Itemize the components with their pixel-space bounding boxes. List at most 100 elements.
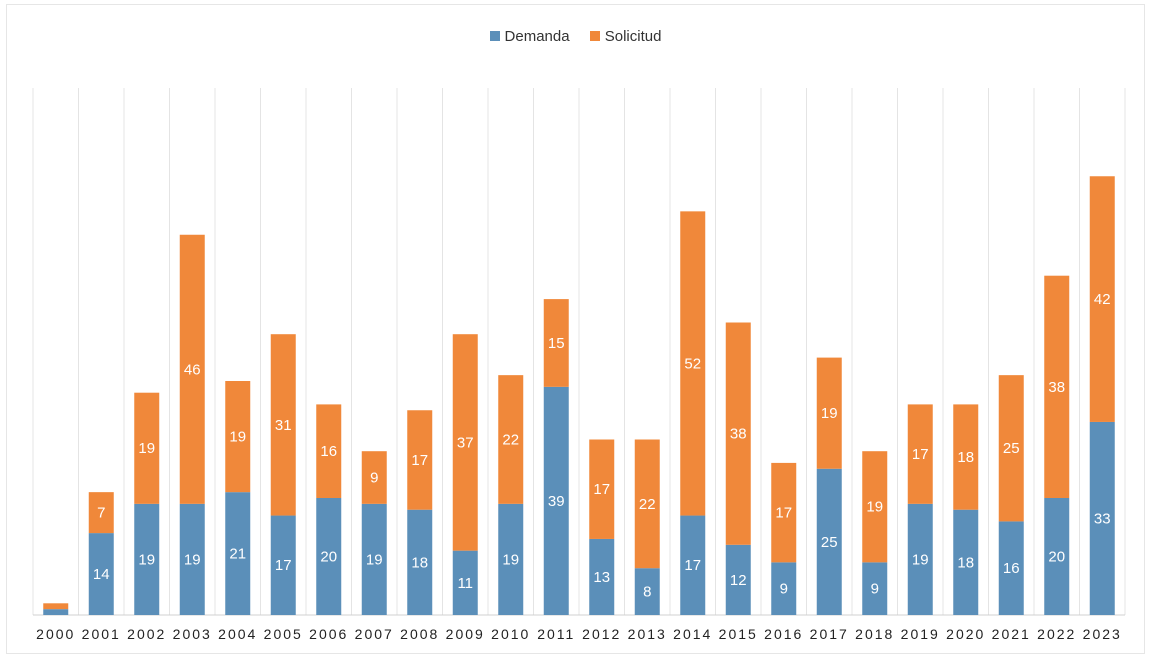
bar-demanda-2001 xyxy=(88,533,114,615)
data-label-solicitud-2005: 31 xyxy=(275,417,292,434)
x-tick-label-2012: 2012 xyxy=(582,626,621,642)
data-label-solicitud-2016: 17 xyxy=(775,505,792,522)
data-label-solicitud-2001: 7 xyxy=(97,505,105,522)
x-tick-label-2022: 2022 xyxy=(1037,626,1076,642)
bar-demanda-2016 xyxy=(771,562,797,615)
bar-demanda-2023 xyxy=(1089,421,1115,615)
legend: Demanda Solicitud xyxy=(0,28,1151,45)
bar-demanda-2000 xyxy=(43,609,69,615)
data-label-demanda-2019: 19 xyxy=(912,551,929,568)
data-label-solicitud-2022: 38 xyxy=(1048,379,1065,396)
bar-solicitud-2002 xyxy=(134,392,160,504)
data-label-demanda-2016: 9 xyxy=(780,581,788,598)
bar-demanda-2011 xyxy=(543,386,569,615)
bar-solicitud-2023 xyxy=(1089,176,1115,422)
bar-solicitud-2009 xyxy=(452,334,478,551)
bar-demanda-2005 xyxy=(270,515,296,615)
x-tick-label-2017: 2017 xyxy=(810,626,849,642)
x-tick-label-2011: 2011 xyxy=(537,626,575,642)
bar-solicitud-2006 xyxy=(316,404,342,498)
x-tick-label-2003: 2003 xyxy=(173,626,212,642)
bar-demanda-2014 xyxy=(680,515,706,615)
bar-solicitud-2018 xyxy=(862,451,888,563)
data-label-solicitud-2013: 22 xyxy=(639,496,656,513)
data-label-solicitud-2012: 17 xyxy=(593,481,610,498)
bar-demanda-2003 xyxy=(179,503,205,615)
x-tick-label-2000: 2000 xyxy=(36,626,75,642)
data-label-solicitud-2017: 19 xyxy=(821,405,838,422)
data-label-demanda-2011: 39 xyxy=(548,493,565,510)
x-tick-label-2008: 2008 xyxy=(400,626,439,642)
data-label-demanda-2018: 9 xyxy=(871,581,879,598)
bar-demanda-2004 xyxy=(225,492,251,615)
data-label-demanda-2004: 21 xyxy=(229,546,246,563)
data-label-solicitud-2004: 19 xyxy=(229,429,246,446)
data-label-solicitud-2003: 46 xyxy=(184,361,201,378)
x-tick-label-2007: 2007 xyxy=(355,626,394,642)
bar-demanda-2012 xyxy=(589,538,615,615)
bar-demanda-2009 xyxy=(452,550,478,615)
x-tick-label-2018: 2018 xyxy=(855,626,894,642)
bar-solicitud-2021 xyxy=(998,375,1024,522)
data-label-solicitud-2019: 17 xyxy=(912,446,929,463)
data-label-solicitud-2014: 52 xyxy=(684,355,701,372)
legend-label-demanda: Demanda xyxy=(504,28,570,45)
data-label-demanda-2002: 19 xyxy=(138,551,155,568)
x-tick-label-2015: 2015 xyxy=(719,626,758,642)
bar-solicitud-2003 xyxy=(179,234,205,504)
data-label-solicitud-2002: 19 xyxy=(138,440,155,457)
x-tick-label-2010: 2010 xyxy=(491,626,530,642)
bar-demanda-2008 xyxy=(407,509,433,615)
x-tick-label-2001: 2001 xyxy=(82,626,121,642)
data-label-solicitud-2008: 17 xyxy=(411,452,428,469)
data-label-demanda-2015: 12 xyxy=(730,572,747,589)
data-label-solicitud-2015: 38 xyxy=(730,426,747,443)
bar-demanda-2010 xyxy=(498,503,524,615)
x-tick-label-2016: 2016 xyxy=(764,626,803,642)
bar-solicitud-2020 xyxy=(953,404,979,510)
bar-solicitud-2019 xyxy=(907,404,933,504)
bar-solicitud-2017 xyxy=(816,357,842,469)
data-label-solicitud-2011: 15 xyxy=(548,335,565,352)
data-label-demanda-2014: 17 xyxy=(684,557,701,574)
bar-solicitud-2010 xyxy=(498,375,524,504)
bar-solicitud-2012 xyxy=(589,439,615,539)
data-label-demanda-2023: 33 xyxy=(1094,510,1111,527)
legend-item-solicitud: Solicitud xyxy=(589,28,661,45)
x-tick-label-2006: 2006 xyxy=(309,626,348,642)
bar-demanda-2019 xyxy=(907,503,933,615)
bar-demanda-2002 xyxy=(134,503,160,615)
bar-solicitud-2011 xyxy=(543,299,569,387)
legend-item-demanda: Demanda xyxy=(489,28,570,45)
bar-solicitud-2016 xyxy=(771,462,797,563)
bar-demanda-2017 xyxy=(816,468,842,615)
bar-solicitud-2005 xyxy=(270,334,296,516)
data-label-solicitud-2009: 37 xyxy=(457,434,474,451)
bar-demanda-2020 xyxy=(953,509,979,615)
bar-demanda-2022 xyxy=(1044,498,1070,615)
data-label-demanda-2017: 25 xyxy=(821,534,838,551)
data-label-demanda-2003: 19 xyxy=(184,551,201,568)
x-tick-label-2014: 2014 xyxy=(673,626,712,642)
x-tick-label-2021: 2021 xyxy=(992,626,1031,642)
data-label-solicitud-2006: 16 xyxy=(320,443,337,460)
bar-solicitud-2015 xyxy=(725,322,751,545)
bar-demanda-2006 xyxy=(316,498,342,615)
bar-solicitud-2008 xyxy=(407,410,433,510)
bar-solicitud-2001 xyxy=(88,492,114,534)
bar-demanda-2018 xyxy=(862,562,888,615)
x-tick-label-2020: 2020 xyxy=(946,626,985,642)
data-label-demanda-2022: 20 xyxy=(1048,548,1065,565)
data-label-solicitud-2007: 9 xyxy=(370,469,378,486)
bar-solicitud-2013 xyxy=(634,439,660,569)
x-tick-label-2009: 2009 xyxy=(446,626,485,642)
bar-demanda-2007 xyxy=(361,503,387,615)
data-label-solicitud-2021: 25 xyxy=(1003,440,1020,457)
bar-solicitud-2007 xyxy=(361,451,387,504)
x-tick-label-2002: 2002 xyxy=(127,626,166,642)
data-label-demanda-2012: 13 xyxy=(593,569,610,586)
legend-swatch-solicitud xyxy=(589,31,600,41)
data-label-demanda-2021: 16 xyxy=(1003,560,1020,577)
x-tick-label-2004: 2004 xyxy=(218,626,257,642)
